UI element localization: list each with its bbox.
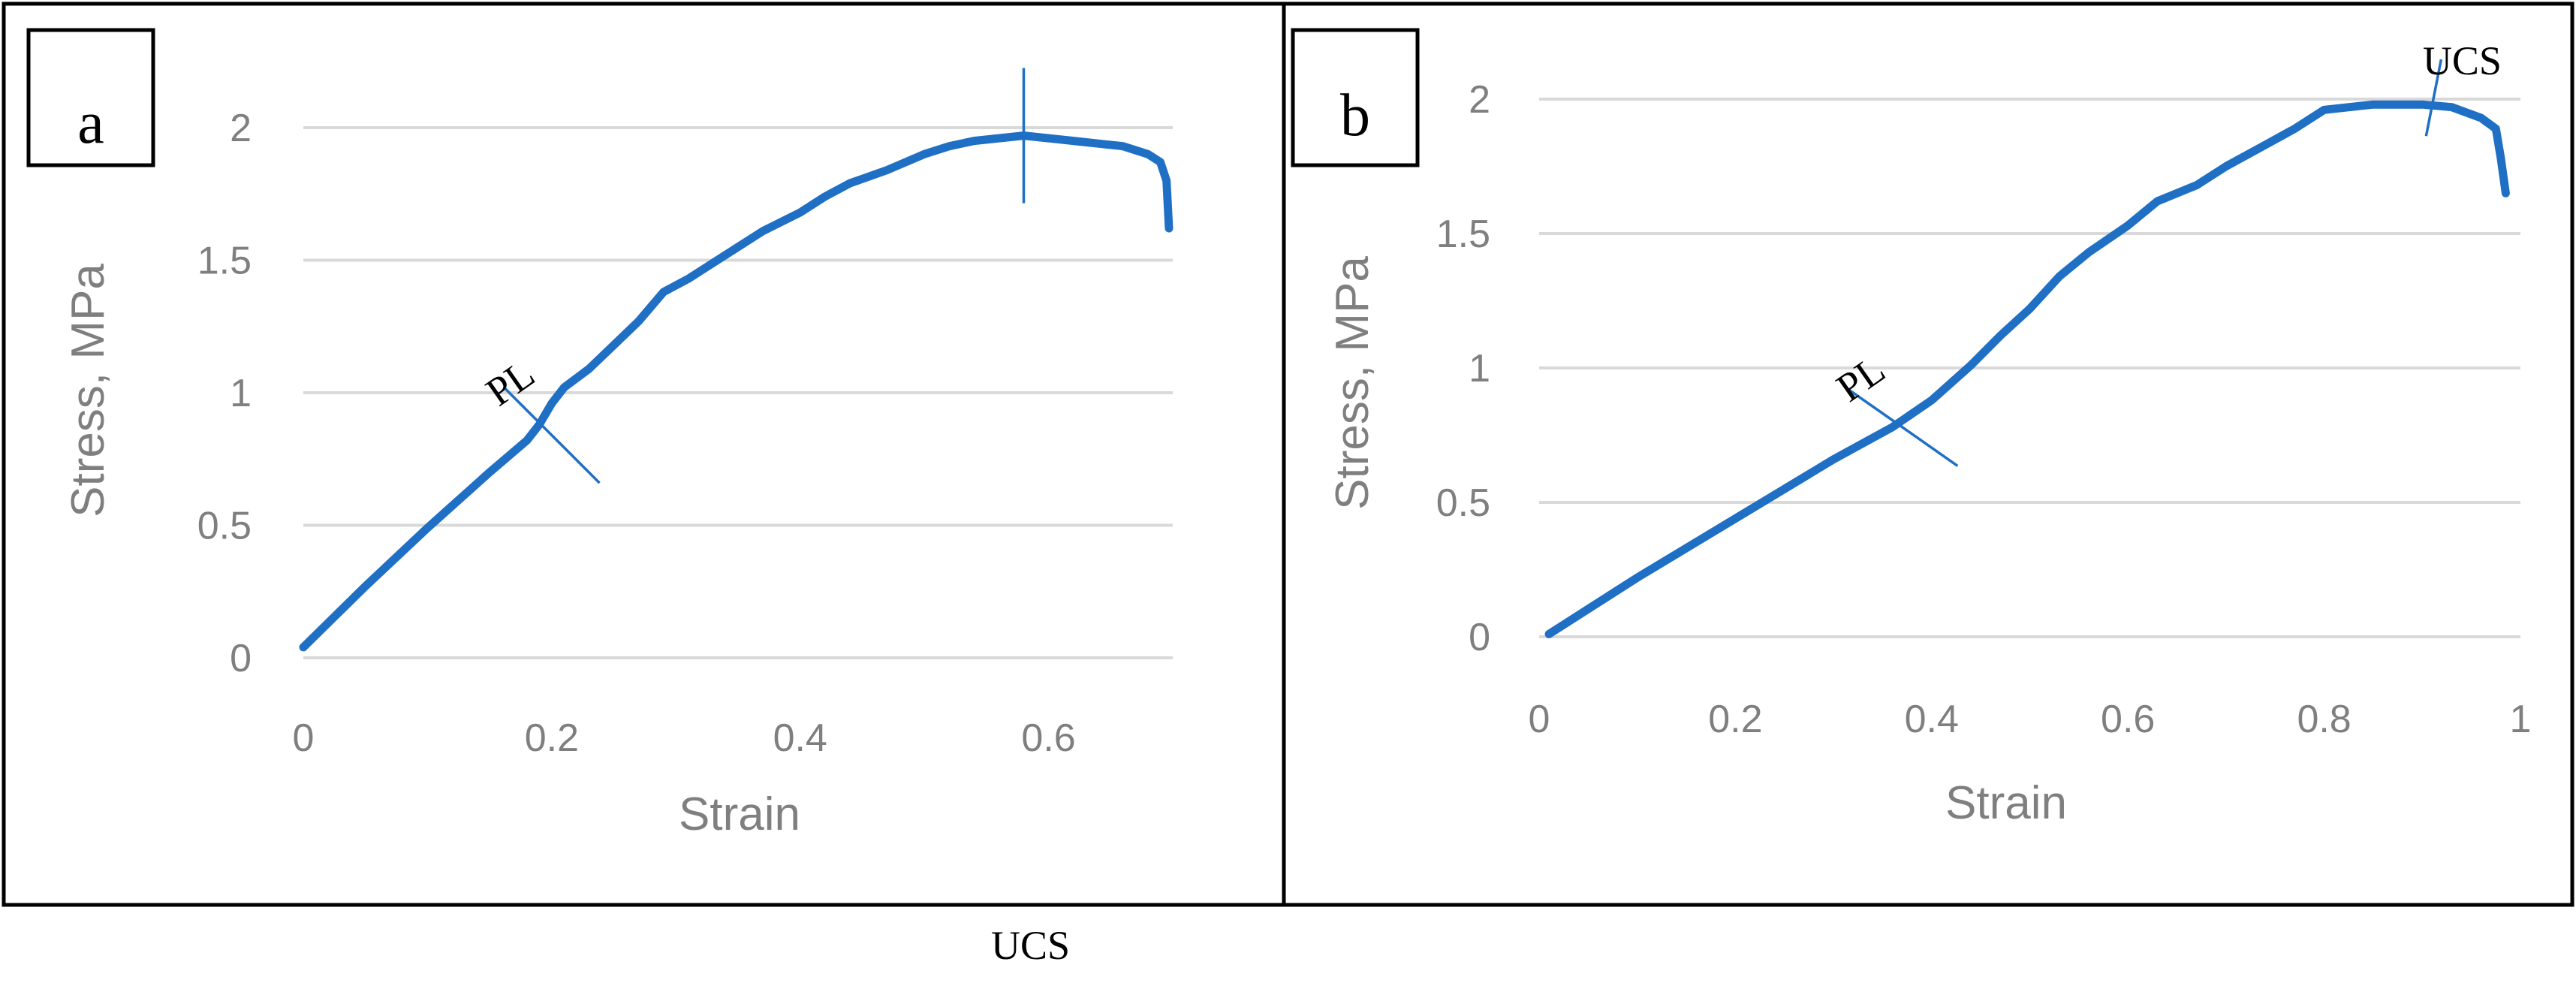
- x-tick-label-b-5: 1: [2510, 698, 2532, 741]
- y-tick-label-b-1: 0.5: [1436, 481, 1490, 525]
- x-tick-label-b-2: 0.4: [1905, 698, 1959, 741]
- ucs-tick-mark-b: [2424, 59, 2443, 137]
- chart-panel-b: 0 0.5 1 1.5 2 0 0.2 0.4 0.6 0.8 1 PL UCS Stress, MP…: [1291, 28, 2532, 829]
- x-tick-label-b-4: 0.8: [2297, 698, 2351, 741]
- stress-strain-curve-b: [1544, 100, 2510, 638]
- pl-label-a: PL: [478, 351, 543, 415]
- y-tick-label-b-0: 0: [1469, 616, 1490, 659]
- ucs-label-b: UCS: [2423, 38, 2502, 83]
- y-tick-label-a-3: 1.5: [197, 240, 252, 283]
- gridlines-a: [303, 126, 1173, 659]
- tick-labels-a: 0 0.5 1 1.5 2 0 0.2 0.4 0.6: [197, 107, 1076, 760]
- pl-tick-mark-a: [502, 386, 601, 484]
- footer-ucs-label: UCS: [991, 923, 1071, 968]
- pl-label-b: PL: [1828, 346, 1893, 410]
- y-tick-label-b-3: 1.5: [1436, 213, 1490, 256]
- y-tick-label-b-4: 2: [1469, 78, 1490, 122]
- panel-b-border: [1282, 2, 2574, 907]
- x-tick-label-a-2: 0.4: [773, 716, 827, 760]
- y-axis-label-b: Stress, MPa: [1327, 256, 1378, 510]
- panel-label-box-b: [1291, 28, 1420, 167]
- gridlines-b: [1539, 98, 2520, 638]
- x-axis-label-a: Strain: [679, 788, 800, 840]
- x-tick-label-b-0: 0: [1529, 698, 1550, 741]
- y-tick-label-a-0: 0: [230, 637, 252, 680]
- y-tick-label-a-1: 0.5: [197, 505, 252, 548]
- x-tick-label-a-3: 0.6: [1021, 716, 1075, 760]
- chart-panel-a: 0 0.5 1 1.5 2 0 0.2 0.4 0.6 PL Stress, MPa Strai…: [26, 28, 1174, 840]
- y-tick-label-b-2: 1: [1469, 347, 1490, 390]
- x-tick-label-a-1: 0.2: [525, 716, 579, 760]
- tick-labels-b: 0 0.5 1 1.5 2 0 0.2 0.4 0.6 0.8 1: [1436, 78, 2532, 741]
- x-axis-label-b: Strain: [1945, 777, 2067, 829]
- y-tick-label-a-2: 1: [230, 372, 252, 415]
- y-axis-label-a: Stress, MPa: [62, 264, 114, 517]
- x-tick-label-b-3: 0.6: [2101, 698, 2155, 741]
- panel-label-b: b: [1340, 83, 1370, 149]
- panel-label-a: a: [77, 90, 104, 156]
- y-tick-label-a-4: 2: [230, 107, 252, 150]
- stress-strain-curve-a: [299, 131, 1174, 652]
- panel-label-box-a: [26, 28, 155, 167]
- pl-tick-mark-b: [1845, 387, 1959, 467]
- x-tick-label-b-1: 0.2: [1708, 698, 1762, 741]
- x-tick-label-a-0: 0: [293, 716, 315, 760]
- annotation-marks-a: PL: [478, 68, 1026, 484]
